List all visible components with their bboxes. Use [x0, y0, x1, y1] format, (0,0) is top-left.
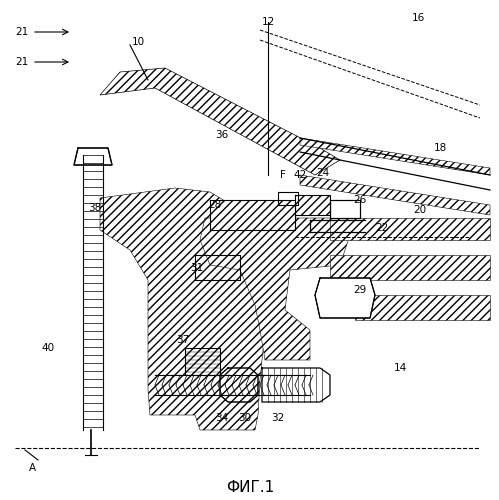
Text: 40: 40: [41, 343, 54, 353]
Polygon shape: [330, 200, 360, 218]
Polygon shape: [300, 138, 490, 175]
Text: 12: 12: [261, 17, 274, 27]
Polygon shape: [100, 188, 268, 430]
Text: 21: 21: [15, 57, 28, 67]
Text: 37: 37: [176, 335, 190, 345]
Polygon shape: [200, 218, 350, 360]
Text: ФИГ.1: ФИГ.1: [226, 480, 274, 496]
Polygon shape: [220, 368, 258, 402]
Polygon shape: [210, 200, 295, 230]
Polygon shape: [295, 195, 330, 215]
Text: 36: 36: [216, 130, 229, 140]
Polygon shape: [330, 218, 490, 240]
Polygon shape: [330, 255, 490, 280]
Text: 30: 30: [239, 413, 251, 423]
Text: 21: 21: [15, 27, 28, 37]
Polygon shape: [355, 295, 490, 320]
Text: 34: 34: [216, 413, 229, 423]
Polygon shape: [315, 278, 375, 318]
Text: 32: 32: [271, 413, 284, 423]
Text: A: A: [28, 463, 35, 473]
Text: 14: 14: [393, 363, 407, 373]
Text: 20: 20: [414, 205, 427, 215]
Polygon shape: [100, 68, 340, 175]
Text: 42: 42: [293, 170, 306, 180]
Polygon shape: [74, 148, 112, 165]
Text: 22: 22: [375, 223, 389, 233]
Text: 24: 24: [316, 168, 330, 178]
Text: 18: 18: [433, 143, 447, 153]
Text: 31: 31: [191, 263, 204, 273]
Text: 29: 29: [353, 285, 367, 295]
Text: 16: 16: [411, 13, 425, 23]
Text: 26: 26: [353, 195, 367, 205]
Text: F: F: [280, 170, 286, 180]
Text: 10: 10: [131, 37, 145, 47]
Polygon shape: [300, 175, 490, 215]
Text: 38: 38: [88, 203, 102, 213]
Text: 28: 28: [209, 200, 222, 210]
